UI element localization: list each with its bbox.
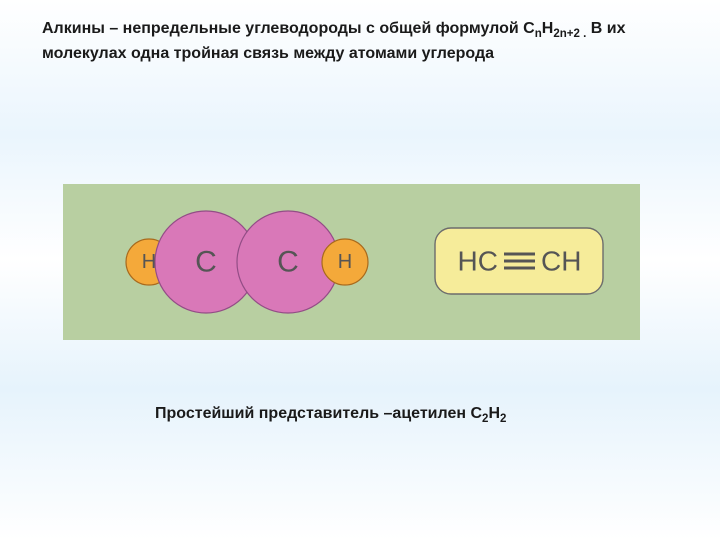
c-label-right: C [277, 246, 299, 279]
c-label-left: C [195, 246, 217, 279]
heading-pre: Алкины – непредельные углеводороды с общ… [42, 20, 535, 37]
heading-text: Алкины – непредельные углеводороды с общ… [42, 18, 682, 64]
heading-mid: H [542, 20, 554, 37]
caption-sub2: 2 [500, 413, 506, 425]
h-label-left: H [142, 251, 156, 273]
caption-pre: Простейший представитель –ацетилен C [155, 405, 482, 422]
h-label-right: H [338, 251, 352, 273]
molecule-diagram: H C C H HC CH [63, 184, 640, 340]
heading-sub2: 2n+2 . [553, 28, 586, 40]
formula-right: CH [541, 246, 581, 277]
caption-text: Простейший представитель –ацетилен C2H2 [155, 405, 506, 425]
caption-mid: H [488, 405, 500, 422]
formula-left: HC [458, 246, 498, 277]
heading-sub1: n [535, 28, 542, 40]
